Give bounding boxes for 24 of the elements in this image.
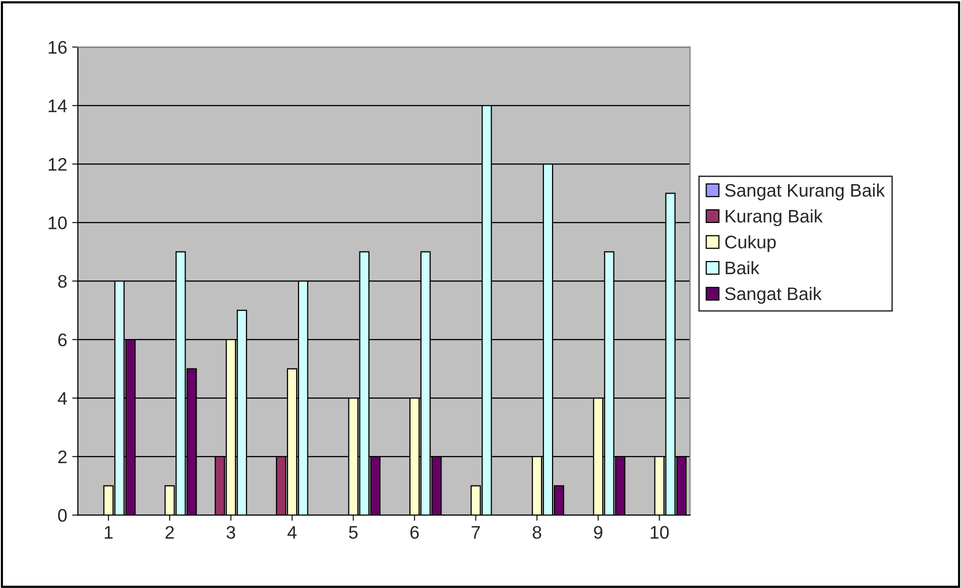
x-tick-label: 4	[287, 526, 297, 539]
legend-label: Baik	[726, 261, 760, 274]
x-tick-label: 6	[410, 526, 419, 539]
x-tick-label: 10	[650, 526, 669, 539]
x-tick-label: 5	[349, 526, 358, 539]
legend-label: Cukup	[725, 235, 776, 252]
y-tick-label: 2	[58, 450, 67, 464]
y-tick-label: 8	[58, 275, 67, 288]
x-tick-label: 7	[472, 526, 480, 539]
x-tick-label: 9	[594, 526, 602, 539]
y-tick-label: 4	[58, 392, 67, 405]
y-tick-label: 0	[58, 509, 67, 522]
x-tick-label: 2	[166, 526, 174, 539]
x-tick-label: 8	[532, 526, 542, 539]
y-tick-label: 14	[48, 100, 67, 112]
y-tick-label: 10	[48, 216, 67, 230]
y-tick-label: 12	[48, 158, 67, 171]
y-tick-label: 6	[58, 334, 67, 346]
legend-label: Sangat Kurang Baik	[725, 183, 885, 200]
x-tick-label: 1	[104, 526, 113, 539]
x-tick-label: 3	[226, 526, 236, 539]
y-tick-label: 16	[48, 40, 67, 54]
legend-label: Kurang Baik	[726, 209, 823, 226]
legend-label: Sangat Baik	[725, 286, 822, 304]
